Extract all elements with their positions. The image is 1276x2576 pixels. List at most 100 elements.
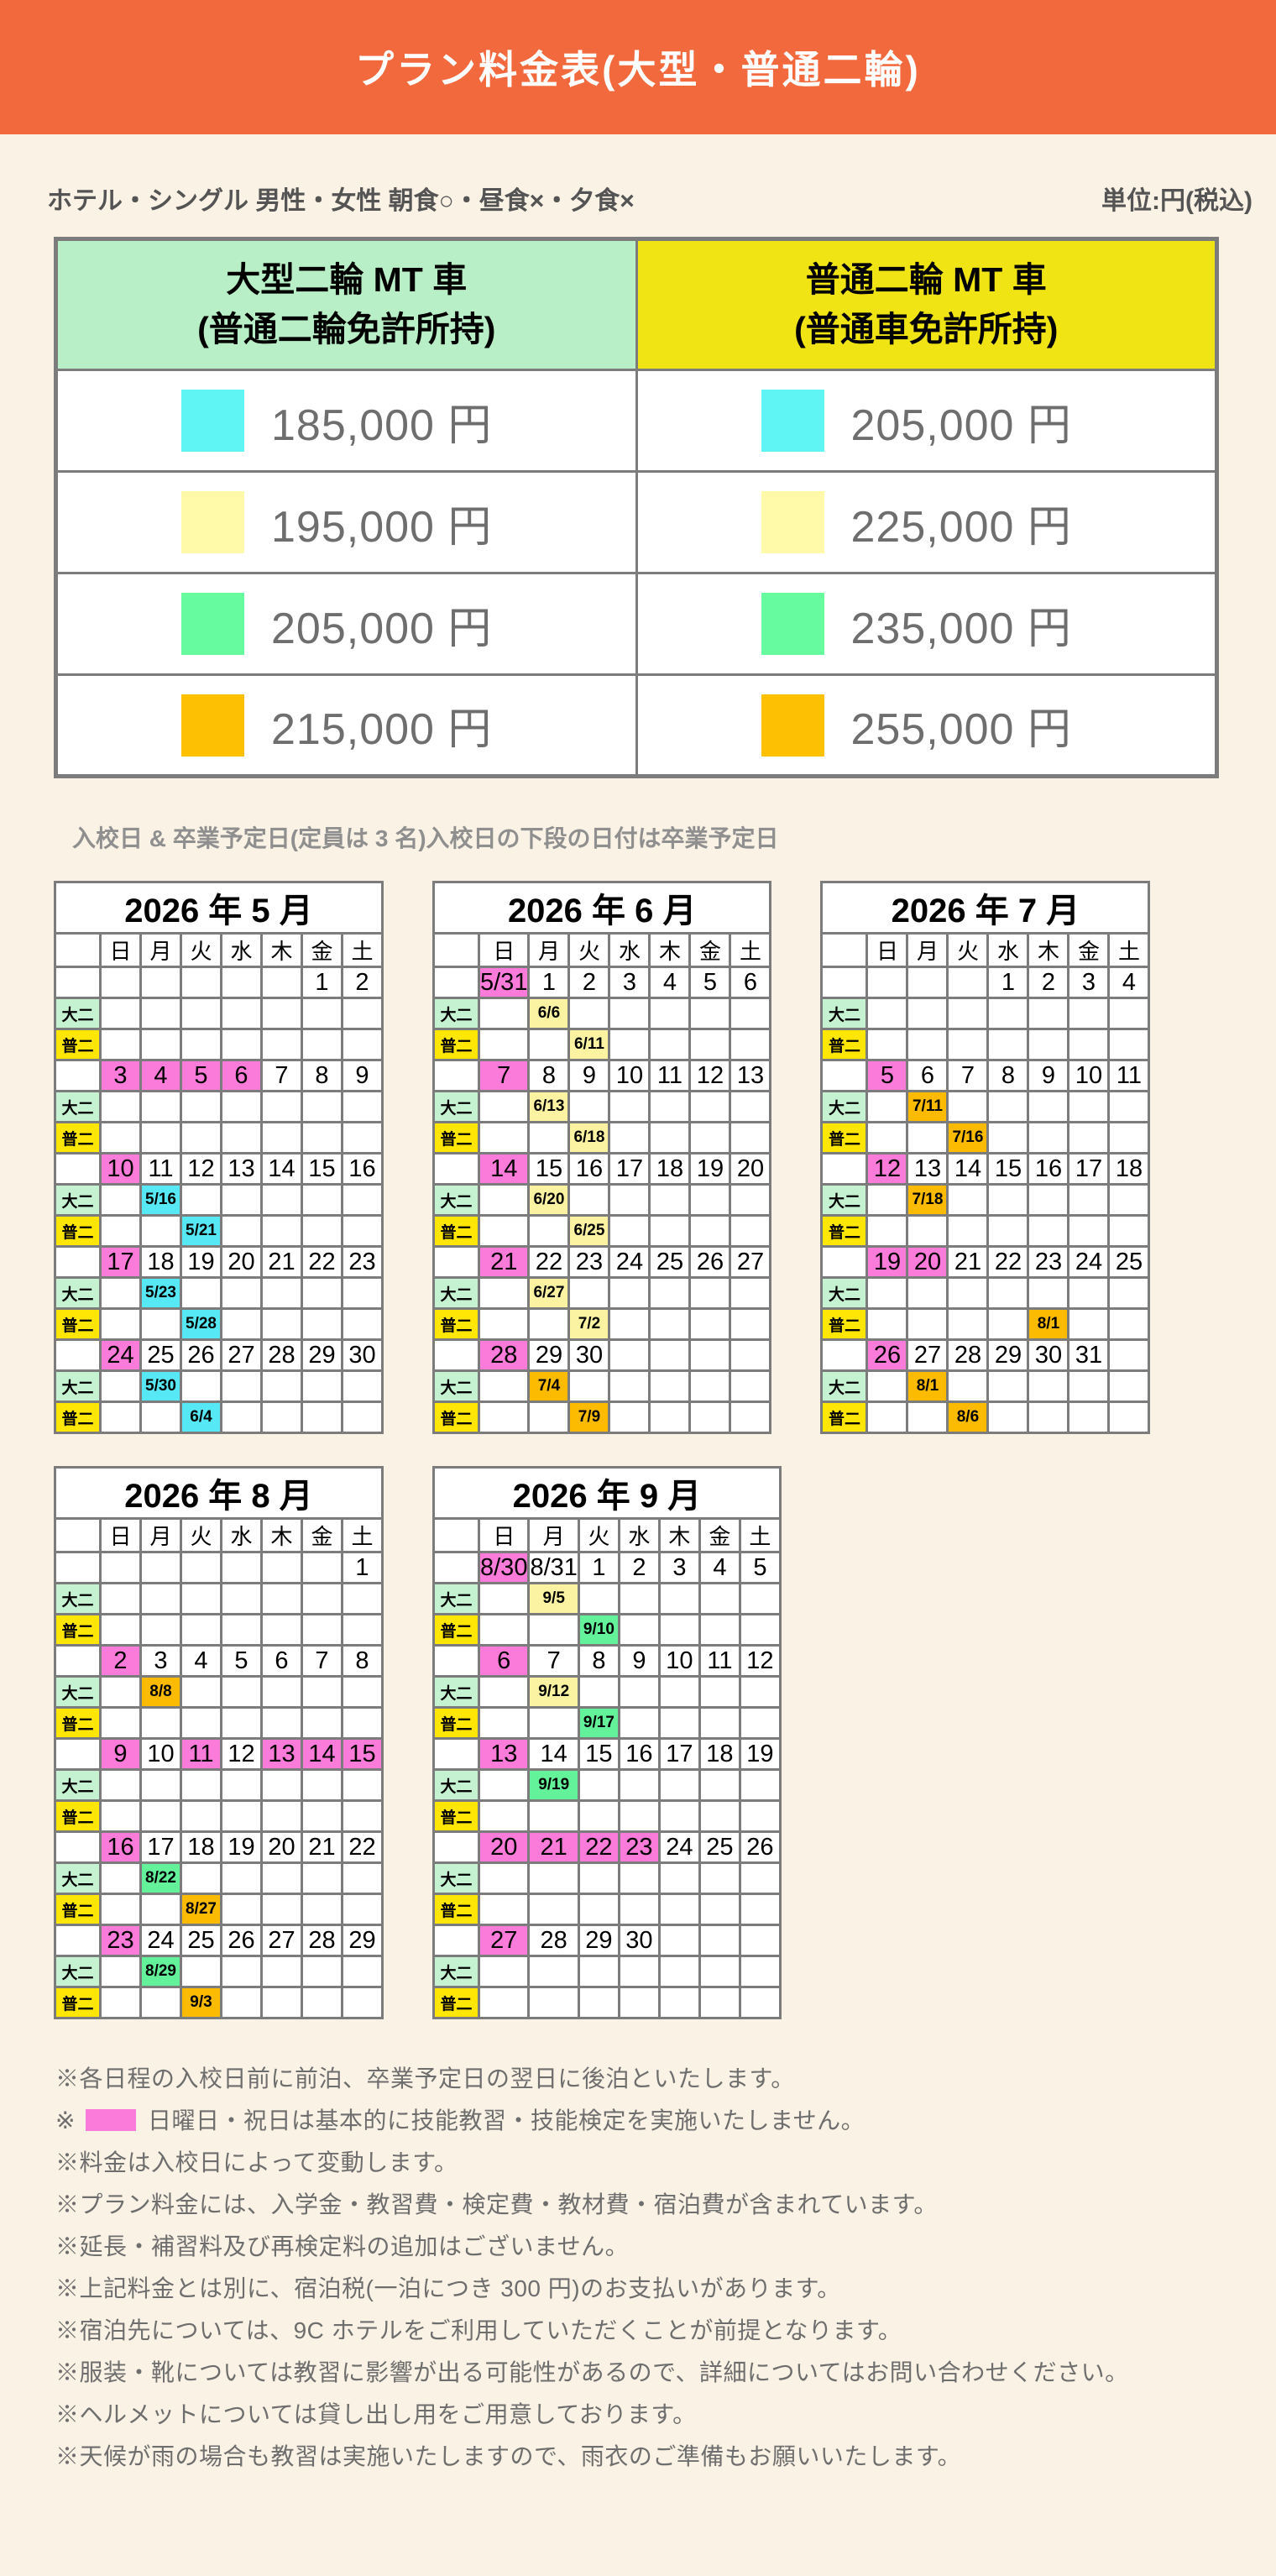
date-row: 16 17 18 19 20 21 22 (54, 1830, 384, 1864)
grad-date-cell (139, 1613, 182, 1647)
grad-date-cell (1067, 1276, 1111, 1310)
calendar-date-cell: 3 (657, 1551, 701, 1584)
calendar-date-cell: 10 (139, 1737, 182, 1771)
grad-date-cell (260, 1582, 303, 1615)
grad-date-cell (99, 1861, 142, 1895)
large-mt-row-label: 大二 (432, 1861, 480, 1895)
calendar-date-cell: 9 (617, 1644, 661, 1678)
calendar-date-cell: 28 (946, 1338, 990, 1372)
grad-date-cell (341, 1401, 384, 1434)
calendar-date-cell: 21 (301, 1830, 343, 1864)
grad-date-cell (946, 997, 990, 1030)
grad-date-cell (648, 1276, 692, 1310)
calendar-date-cell: 10 (657, 1644, 701, 1678)
grad-date-cell (1107, 1121, 1151, 1154)
grad-date-cell (865, 1090, 909, 1123)
grad-date-cell (1027, 1369, 1070, 1403)
grad-date-cell (648, 1214, 692, 1248)
price-tier-swatch (761, 593, 824, 655)
price-cell-content: 225,000 円 (639, 491, 1215, 554)
calendar-date-cell: 23 (99, 1924, 142, 1957)
large-mt-grad-row: 大二 5/23 (54, 1276, 384, 1310)
grad-date-cell (1107, 1028, 1151, 1061)
large-mt-grad-row: 大二 7/18 (820, 1183, 1151, 1217)
grad-date-cell (139, 1121, 182, 1154)
day-header-cell: 土 (738, 1517, 782, 1553)
price-value: 205,000 円 (271, 604, 493, 653)
large-mt-grad-row: 大二 6/13 (432, 1090, 772, 1123)
grad-date-cell (617, 1768, 661, 1802)
grad-date-cell (220, 1028, 263, 1061)
calendar-date-cell: 14 (477, 1152, 531, 1186)
grad-date-cell (260, 1613, 303, 1647)
grad-date-cell (180, 1675, 222, 1709)
header-line1: 普通二輪 MT 車 (805, 259, 1047, 299)
grad-date-cell (865, 1121, 909, 1154)
grad-date-cell (220, 1183, 263, 1217)
calendar-table: 2026 年 8 月日月火水木金土 1 大二 普二 2 3 4 5 6 7 8 大二 8/8 普二 9 10 1… (54, 1466, 384, 2019)
grad-date-cell (688, 1307, 732, 1341)
grad-date-cell (527, 1613, 580, 1647)
calendar-date-cell: 16 (1027, 1152, 1070, 1186)
price-tier-swatch (761, 390, 824, 452)
calendar-date-cell: 10 (99, 1152, 142, 1186)
day-header-cell: 日 (99, 1517, 142, 1553)
day-header-cell: 木 (260, 932, 303, 968)
grad-date-cell (341, 1307, 384, 1341)
grad-date-cell (1027, 1214, 1070, 1248)
grad-date-cell (617, 1986, 661, 2019)
regular-mt-row-label: 普二 (432, 1706, 480, 1740)
page-header-banner: プラン料金表(大型・普通二輪) (0, 0, 1276, 134)
date-row: 8/30 8/31 1 2 3 4 5 (432, 1551, 782, 1584)
grad-date-cell (220, 1706, 263, 1740)
date-row-spacer (54, 1152, 102, 1186)
price-value: 225,000 円 (850, 502, 1072, 552)
grad-date-cell (341, 997, 384, 1030)
grad-date-cell (1067, 1090, 1111, 1123)
grad-date-cell (657, 1861, 701, 1895)
grad-date-cell (477, 1675, 531, 1709)
calendar-title-row: 2026 年 5 月 (54, 881, 384, 935)
note-item: ※各日程の入校日前に前泊、卒業予定日の翌日に後泊といたします。 (55, 2066, 795, 2092)
calendar-date-cell: 18 (180, 1830, 222, 1864)
grad-date-cell: 9/5 (527, 1582, 580, 1615)
calendar-date-cell: 16 (341, 1152, 384, 1186)
grad-date-cell (180, 1028, 222, 1061)
date-row: 13 14 15 16 17 18 19 (432, 1737, 782, 1771)
calendar-date-cell: 3 (139, 1644, 182, 1678)
grad-date-cell (688, 1121, 732, 1154)
day-header-cell: 水 (608, 932, 651, 968)
grad-date-cell (477, 1276, 531, 1310)
regular-mt-row-label: 普二 (820, 1028, 869, 1061)
grad-date-cell (301, 1276, 343, 1310)
calendar-title: 2026 年 9 月 (432, 1466, 782, 1520)
calendar-date-cell: 22 (341, 1830, 384, 1864)
grad-date-cell (180, 1183, 222, 1217)
calendar-date-cell: 2 (1027, 966, 1070, 999)
grad-date-cell (657, 1799, 701, 1833)
calendar-date-cell: 24 (608, 1245, 651, 1279)
grad-date-cell (698, 1706, 741, 1740)
grad-date-cell (527, 1307, 571, 1341)
large-mt-row-label: 大二 (820, 1090, 869, 1123)
calendar-date-cell: 27 (477, 1924, 531, 1957)
grad-date-cell (688, 1090, 732, 1123)
grad-date-cell (139, 1768, 182, 1802)
large-mt-grad-row: 大二 6/27 (432, 1276, 772, 1310)
grad-date-cell (608, 1214, 651, 1248)
calendar-date-cell (180, 966, 222, 999)
grad-date-cell (729, 1183, 772, 1217)
grad-date-cell (99, 1369, 142, 1403)
note-item: ※料金は入校日によって変動します。 (55, 2149, 458, 2175)
grad-date-cell: 6/25 (567, 1214, 611, 1248)
regular-mt-row-label: 普二 (820, 1121, 869, 1154)
calendar-date-cell: 16 (617, 1737, 661, 1771)
grad-date-cell (1107, 1307, 1151, 1341)
calendar-date-cell: 27 (220, 1338, 263, 1372)
price-cell-content: 185,000 円 (59, 390, 635, 453)
grad-date-cell (477, 1861, 531, 1895)
calendar-date-cell: 19 (688, 1152, 732, 1186)
price-cell-content: 205,000 円 (639, 390, 1215, 453)
